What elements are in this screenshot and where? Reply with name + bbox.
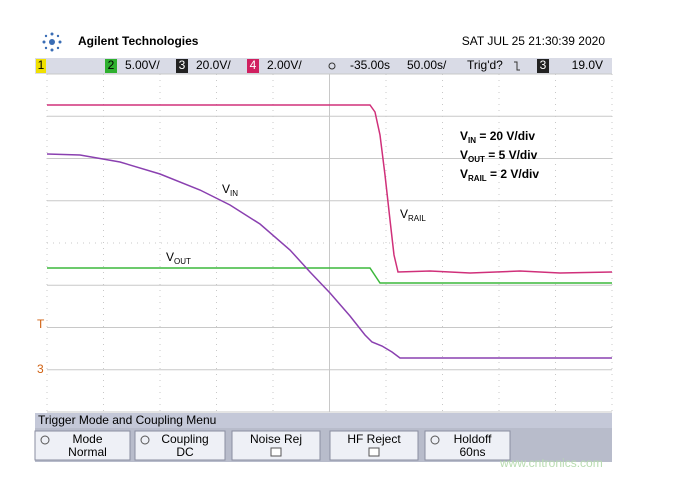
vout-trace: [47, 267, 612, 284]
button-label: Mode: [72, 432, 102, 446]
knob-icon: [40, 435, 50, 445]
delay: -35.00s: [350, 58, 390, 72]
menu-button[interactable]: [134, 430, 226, 461]
checkbox: [270, 447, 282, 457]
button-label: Coupling: [161, 432, 208, 446]
scale-note: VIN = 20 V/div: [460, 129, 535, 145]
ch4: 4: [250, 58, 257, 72]
menu-button[interactable]: [424, 430, 511, 461]
ch2-scale: 5.00V/: [125, 58, 160, 72]
menu-title-bar: [35, 413, 612, 428]
vin-trace: [46, 153, 612, 359]
menu-bar: [35, 428, 612, 462]
button-label: HF Reject: [347, 432, 401, 446]
ch3-box: [176, 59, 188, 73]
ch2: 2: [108, 58, 115, 72]
scale-notes: VIN = 20 V/div VOUT = 5 V/div VRAIL = 2 V/…: [460, 129, 539, 183]
vrail-trace: [47, 104, 613, 274]
button-value: 60ns: [459, 445, 485, 459]
scale-note: VRAIL = 2 V/div: [460, 167, 539, 183]
button-value: Normal: [68, 445, 107, 459]
ch4-box: [247, 59, 259, 73]
knob-icon: [430, 435, 440, 445]
trigger-source: 3: [540, 58, 547, 72]
ch4-scale: 2.00V/: [267, 58, 302, 72]
checkbox: [368, 447, 380, 457]
vout-label: VOUT: [166, 250, 191, 266]
button-label: Holdoff: [454, 432, 492, 446]
channel-marker: 3: [37, 362, 44, 376]
ch2-box: [105, 59, 117, 73]
trigger-level: 19.0V: [572, 58, 603, 72]
menu-button[interactable]: [34, 430, 131, 461]
logo: [42, 32, 62, 52]
knob-icon: [140, 435, 150, 445]
intensity-icon: [328, 62, 336, 70]
button-label: Noise Rej: [250, 432, 302, 446]
ch1: 1: [38, 58, 45, 72]
scale-note: VOUT = 5 V/div: [460, 148, 538, 164]
trigger-edge-icon: [514, 61, 520, 71]
trigger-marker: T: [37, 317, 45, 331]
ch1-box: [36, 59, 46, 73]
watermark: www.cntronics.com: [499, 456, 603, 470]
vrail-label: VRAIL: [400, 207, 426, 223]
timebase: 50.00s/: [407, 58, 447, 72]
trigger-state: Trig'd?: [467, 58, 503, 72]
graticule: [46, 73, 613, 413]
ch3: 3: [179, 58, 186, 72]
ch3-scale: 20.0V/: [196, 58, 231, 72]
trig-src-box: [537, 59, 549, 73]
datetime: SAT JUL 25 21:30:39 2020: [462, 34, 606, 48]
menu-title: Trigger Mode and Coupling Menu: [38, 413, 216, 427]
brand: Agilent Technologies: [78, 34, 199, 48]
vin-label: VIN: [222, 182, 238, 198]
status-bar: [35, 58, 612, 74]
button-value: DC: [176, 445, 194, 459]
